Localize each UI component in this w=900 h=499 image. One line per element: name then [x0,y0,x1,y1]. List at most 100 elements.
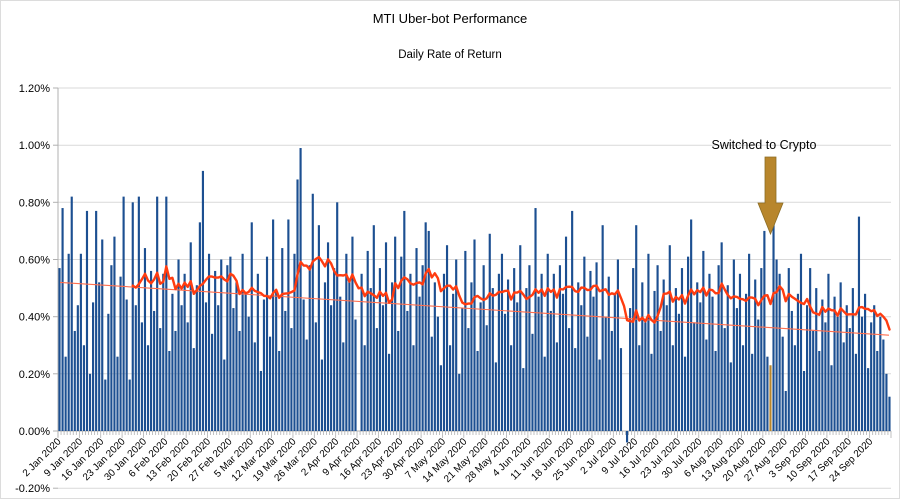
bar [552,273,555,431]
bar [165,196,168,431]
bar [436,316,439,431]
bar [549,310,552,431]
bar [638,345,641,431]
bar [119,276,122,431]
bar [558,265,562,431]
bar [488,233,491,431]
bar [693,322,696,431]
bar [430,336,433,431]
bar [500,253,504,431]
bar [217,305,220,431]
bar [674,288,677,431]
bar [729,362,732,431]
bar [476,350,479,431]
bar [592,296,595,431]
bar [58,268,61,431]
bar [824,322,827,431]
bar [461,308,464,431]
bar [757,319,760,431]
bar [156,196,159,431]
bar [598,359,601,431]
bar [400,256,403,431]
y-axis-label: -0.20% [15,483,50,495]
bar [854,353,857,431]
bar [95,210,98,431]
bar [455,259,458,431]
bar [833,296,836,431]
bar [296,179,299,431]
bar [238,330,241,431]
bar [116,356,119,431]
bar [604,316,607,431]
bar [107,313,110,431]
bar [473,239,476,431]
bar [470,282,473,431]
bar [82,345,86,431]
bar [64,356,67,431]
bar [543,356,546,431]
bar [183,273,186,431]
bar [363,345,366,431]
y-axis-label: 1.00% [19,140,50,152]
bar [287,219,290,431]
chart-subtitle: Daily Rate of Return [398,49,502,61]
bar [134,305,137,431]
bar [244,293,247,431]
bar [534,208,537,431]
bar [323,282,327,431]
bar [662,279,665,431]
bar [177,259,180,431]
bar [827,273,830,431]
bar [104,379,107,431]
moving-average-line [131,255,891,331]
bar [845,305,848,431]
bar [235,282,238,431]
bar [714,350,717,431]
bar [635,225,638,431]
bar [574,348,577,431]
bar [204,302,208,432]
bar [796,293,800,431]
bar [748,253,751,431]
bar [192,348,195,431]
bar [802,370,806,431]
bar [375,328,378,431]
bar [113,236,116,431]
bar [873,305,876,431]
bar [525,288,528,431]
bar [67,253,70,431]
bar [391,282,394,431]
bar [860,316,864,431]
bar [659,330,662,431]
bar [88,373,92,431]
bar [159,328,162,431]
bar [275,290,278,431]
bar [421,265,424,431]
bar [522,368,525,431]
bar [351,236,354,431]
bar [561,293,565,431]
bar [445,245,449,431]
bar [253,342,256,431]
bar [442,273,446,431]
bar [815,288,818,431]
bar [281,248,284,431]
bar [326,242,330,431]
bar [491,288,494,431]
bar [168,350,171,431]
bar [397,330,400,431]
bar [799,253,803,431]
bar [613,293,616,431]
bar [256,273,259,431]
y-axis-label: 0.80% [19,197,50,209]
bar [760,268,763,431]
bar [821,299,824,431]
bar [122,196,125,431]
bar [857,216,861,431]
bar [189,242,192,431]
bar [73,330,76,431]
bar [702,250,705,431]
bar [384,242,388,431]
bar [278,350,281,431]
